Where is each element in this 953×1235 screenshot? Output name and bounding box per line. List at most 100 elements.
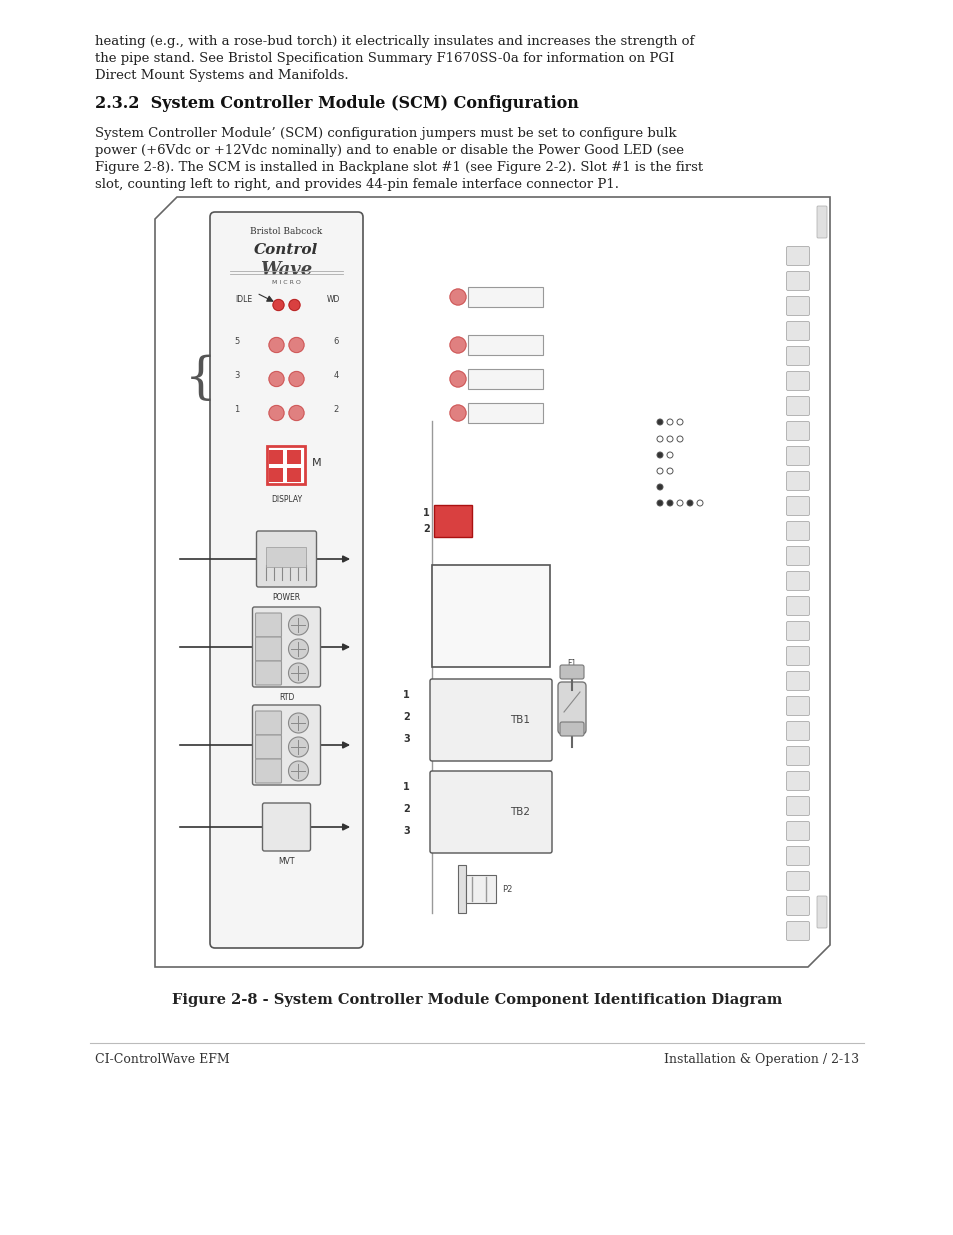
Bar [266, 547, 306, 567]
FancyBboxPatch shape [253, 606, 320, 687]
FancyBboxPatch shape [785, 421, 809, 441]
Circle shape [666, 452, 672, 458]
Text: 2: 2 [333, 405, 338, 414]
FancyBboxPatch shape [785, 621, 809, 641]
Text: DISPLAY: DISPLAY [271, 495, 302, 504]
Text: TB1: TB1 [510, 715, 530, 725]
Text: IDLE: IDLE [234, 295, 252, 305]
Circle shape [269, 405, 284, 420]
Circle shape [288, 713, 308, 734]
FancyBboxPatch shape [785, 572, 809, 590]
FancyBboxPatch shape [785, 247, 809, 266]
Text: -: - [313, 767, 314, 776]
Circle shape [289, 300, 299, 310]
Text: CI-ControlWave EFM: CI-ControlWave EFM [95, 1053, 230, 1066]
Bar [457, 864, 465, 913]
Bar [468, 335, 542, 354]
Circle shape [269, 337, 284, 352]
Text: P2: P2 [501, 884, 512, 893]
FancyBboxPatch shape [255, 735, 281, 760]
Bar [269, 450, 283, 464]
Text: +: + [313, 620, 318, 630]
Text: MVT: MVT [278, 857, 294, 866]
FancyBboxPatch shape [785, 447, 809, 466]
Text: slot, counting left to right, and provides 44-pin female interface connector P1.: slot, counting left to right, and provid… [95, 178, 618, 191]
FancyBboxPatch shape [430, 679, 552, 761]
Circle shape [686, 500, 692, 506]
Text: {: { [185, 354, 216, 404]
Circle shape [657, 500, 662, 506]
Bar [267, 446, 305, 484]
Text: 1: 1 [423, 508, 430, 517]
Polygon shape [154, 198, 829, 967]
Circle shape [677, 436, 682, 442]
FancyBboxPatch shape [262, 803, 310, 851]
Bar [465, 876, 496, 903]
Text: RTD: RTD [278, 693, 294, 701]
FancyBboxPatch shape [785, 646, 809, 666]
FancyBboxPatch shape [785, 347, 809, 366]
Circle shape [697, 500, 702, 506]
Circle shape [288, 737, 308, 757]
Circle shape [288, 615, 308, 635]
Circle shape [666, 436, 672, 442]
FancyBboxPatch shape [559, 722, 583, 736]
FancyBboxPatch shape [785, 521, 809, 541]
Bar [287, 450, 301, 464]
Text: 1: 1 [403, 690, 410, 700]
FancyBboxPatch shape [785, 496, 809, 515]
FancyBboxPatch shape [816, 206, 826, 238]
FancyBboxPatch shape [255, 760, 281, 783]
Text: WD: WD [326, 295, 339, 305]
Circle shape [666, 468, 672, 474]
Text: 4: 4 [333, 370, 338, 379]
FancyBboxPatch shape [785, 821, 809, 841]
Text: 6: 6 [333, 336, 338, 346]
Text: 2: 2 [423, 524, 430, 534]
Text: 3: 3 [234, 370, 239, 379]
Circle shape [657, 436, 662, 442]
Circle shape [657, 468, 662, 474]
Circle shape [289, 372, 304, 387]
Text: 2: 2 [403, 804, 410, 814]
Text: Wave: Wave [260, 261, 313, 279]
Text: 3: 3 [403, 734, 410, 743]
Bar [434, 505, 472, 537]
Circle shape [677, 500, 682, 506]
FancyBboxPatch shape [785, 547, 809, 566]
Bar [468, 369, 542, 389]
FancyBboxPatch shape [255, 711, 281, 735]
FancyBboxPatch shape [785, 921, 809, 941]
FancyBboxPatch shape [785, 772, 809, 790]
FancyBboxPatch shape [253, 705, 320, 785]
FancyBboxPatch shape [785, 597, 809, 615]
Text: 5: 5 [234, 336, 239, 346]
Text: Figure 2-8). The SCM is installed in Backplane slot #1 (see Figure 2-2). Slot #1: Figure 2-8). The SCM is installed in Bac… [95, 161, 702, 174]
FancyBboxPatch shape [785, 797, 809, 815]
FancyBboxPatch shape [785, 321, 809, 341]
Circle shape [288, 663, 308, 683]
Circle shape [450, 370, 465, 387]
Text: TB2: TB2 [510, 806, 530, 818]
Text: Direct Mount Systems and Manifolds.: Direct Mount Systems and Manifolds. [95, 69, 348, 82]
FancyBboxPatch shape [558, 682, 585, 734]
Circle shape [666, 500, 672, 506]
Text: M: M [312, 458, 321, 468]
Circle shape [657, 419, 662, 425]
Text: 2.3.2  System Controller Module (SCM) Configuration: 2.3.2 System Controller Module (SCM) Con… [95, 95, 578, 112]
Text: M I C R O: M I C R O [272, 280, 300, 285]
Circle shape [657, 484, 662, 490]
Circle shape [289, 337, 304, 352]
Circle shape [289, 405, 304, 420]
Bar [269, 468, 283, 482]
Text: heating (e.g., with a rose-bud torch) it electrically insulates and increases th: heating (e.g., with a rose-bud torch) it… [95, 35, 694, 48]
FancyBboxPatch shape [785, 296, 809, 315]
FancyBboxPatch shape [785, 897, 809, 915]
FancyBboxPatch shape [785, 372, 809, 390]
FancyBboxPatch shape [785, 721, 809, 741]
Circle shape [450, 337, 465, 353]
Text: System Controller Module’ (SCM) configuration jumpers must be set to configure b: System Controller Module’ (SCM) configur… [95, 127, 676, 140]
Circle shape [450, 289, 465, 305]
Text: 1: 1 [403, 782, 410, 792]
FancyBboxPatch shape [785, 846, 809, 866]
